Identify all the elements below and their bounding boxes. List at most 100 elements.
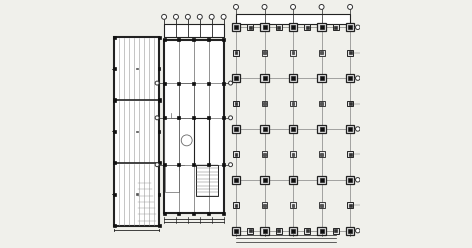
Circle shape [355, 178, 360, 182]
Bar [318, 125, 326, 133]
Bar [347, 202, 353, 208]
Bar [364, 25, 368, 29]
Bar [290, 50, 296, 56]
Bar [164, 40, 224, 213]
Bar [363, 101, 369, 106]
Circle shape [291, 4, 295, 9]
Circle shape [174, 14, 178, 19]
Bar [364, 127, 368, 131]
Bar [289, 176, 297, 184]
Bar [177, 116, 180, 119]
Bar [234, 25, 238, 29]
Bar [348, 76, 352, 80]
Bar [261, 176, 269, 184]
Bar [262, 127, 267, 131]
Bar [320, 204, 323, 207]
Circle shape [262, 4, 267, 9]
Bar [263, 51, 266, 54]
Bar [363, 50, 369, 56]
Bar [261, 152, 268, 157]
Bar [193, 212, 195, 215]
Bar [363, 152, 369, 157]
Bar [193, 38, 195, 41]
Bar [276, 24, 282, 30]
Bar [247, 228, 253, 234]
Circle shape [347, 4, 353, 9]
Bar [262, 178, 267, 182]
Bar [232, 74, 240, 82]
Bar [236, 14, 350, 24]
Bar [261, 101, 268, 106]
Bar [289, 125, 297, 133]
Bar [177, 212, 180, 215]
Bar [291, 76, 295, 80]
Bar [177, 38, 180, 41]
Bar [289, 74, 297, 82]
Bar [158, 67, 160, 70]
Bar [364, 229, 368, 233]
Bar [232, 176, 240, 184]
Bar [306, 26, 309, 29]
Bar [195, 165, 218, 196]
Bar [247, 24, 253, 30]
Bar [162, 212, 166, 215]
Bar [177, 82, 180, 85]
Bar [290, 202, 296, 208]
Bar [291, 25, 295, 29]
Bar [113, 35, 116, 39]
Bar [290, 152, 296, 157]
Bar [318, 227, 326, 235]
Bar [261, 125, 269, 133]
Bar [346, 125, 354, 133]
Circle shape [355, 127, 360, 131]
Bar [346, 227, 354, 235]
Bar [320, 178, 323, 182]
Bar [261, 202, 268, 208]
Circle shape [355, 228, 360, 233]
Bar [113, 130, 116, 133]
Bar [222, 212, 225, 215]
Bar [233, 101, 239, 106]
Bar [234, 229, 238, 233]
Bar [164, 118, 179, 165]
Bar [319, 202, 325, 208]
Circle shape [234, 4, 238, 9]
Circle shape [155, 81, 159, 85]
Bar [348, 229, 352, 233]
Bar [333, 24, 339, 30]
Circle shape [319, 4, 324, 9]
Circle shape [221, 14, 226, 19]
Bar [234, 178, 238, 182]
Bar [348, 178, 352, 182]
Bar [365, 102, 368, 105]
Bar [158, 224, 161, 227]
Bar [164, 24, 224, 37]
Bar [346, 23, 354, 31]
Bar [320, 25, 323, 29]
Bar [347, 152, 353, 157]
Bar [319, 101, 325, 106]
Bar [320, 76, 323, 80]
Bar [334, 229, 337, 232]
Bar [233, 50, 239, 56]
Bar [289, 227, 297, 235]
Circle shape [355, 76, 360, 80]
Bar [291, 127, 295, 131]
Bar [261, 74, 269, 82]
Bar [232, 125, 240, 133]
Bar [233, 152, 239, 157]
Bar [113, 67, 116, 70]
Bar [113, 161, 116, 164]
Bar [177, 163, 180, 166]
Bar [347, 101, 353, 106]
Bar [348, 127, 352, 131]
Bar [158, 161, 161, 164]
Bar [113, 224, 116, 227]
Bar [193, 116, 195, 119]
Bar [233, 202, 239, 208]
Bar [235, 153, 237, 156]
Circle shape [155, 116, 159, 120]
Bar [232, 23, 240, 31]
Bar [194, 118, 209, 165]
Circle shape [155, 163, 159, 167]
